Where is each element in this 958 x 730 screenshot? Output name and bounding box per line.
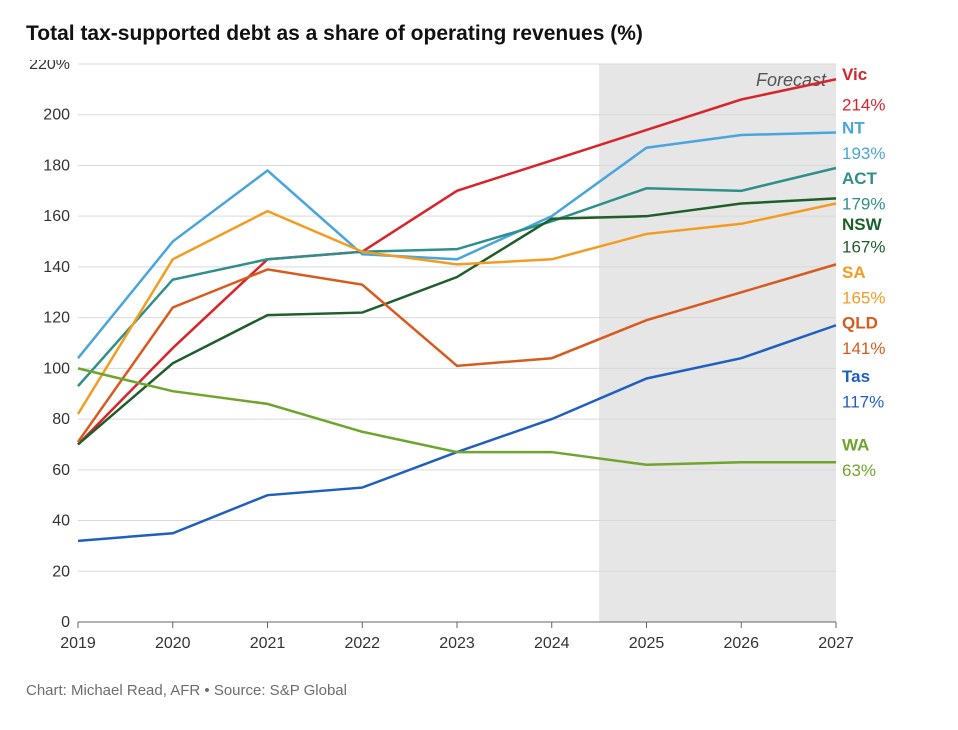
y-tick-label: 160 (43, 208, 70, 225)
series-value-sa: 165% (842, 288, 885, 307)
x-tick-label: 2023 (439, 635, 475, 652)
x-tick-label: 2026 (723, 635, 759, 652)
chart-svg: 0 20 40 60 80 100 120 140 160 180 200 220% 2019 2020 2… (26, 60, 932, 668)
series-value-act: 179% (842, 195, 885, 214)
y-tick-label: 100 (43, 360, 70, 377)
series-label-sa: SA (842, 263, 866, 282)
y-tick-label: 220% (29, 60, 70, 73)
x-tick-label: 2020 (155, 635, 191, 652)
y-tick-label: 180 (43, 157, 70, 174)
y-tick-label: 20 (52, 563, 70, 580)
chart-title: Total tax-supported debt as a share of o… (26, 22, 932, 46)
series-label-vic: Vic (842, 65, 867, 84)
x-tick-label: 2024 (534, 635, 570, 652)
series-value-nsw: 167% (842, 238, 885, 257)
series-label-nsw: NSW (842, 215, 883, 234)
y-tick-label: 80 (52, 411, 70, 428)
series-value-wa: 63% (842, 461, 876, 480)
y-tick-label: 0 (61, 614, 70, 631)
y-tick-label: 60 (52, 462, 70, 479)
series-label-act: ACT (842, 169, 878, 188)
chart-container: Total tax-supported debt as a share of o… (0, 0, 958, 730)
series-label-tas: Tas (842, 367, 870, 386)
series-value-tas: 117% (842, 392, 884, 411)
forecast-band (599, 64, 836, 622)
series-label-wa: WA (842, 435, 869, 454)
y-tick-label: 40 (52, 513, 70, 530)
y-tick-label: 200 (43, 107, 70, 124)
y-tick-label: 140 (43, 259, 70, 276)
series-value-qld: 141% (842, 339, 885, 358)
x-tick-label: 2025 (629, 635, 665, 652)
x-tick-label: 2021 (250, 635, 286, 652)
x-tick-label: 2027 (818, 635, 854, 652)
x-tick-label: 2019 (60, 635, 96, 652)
chart-plot: 0 20 40 60 80 100 120 140 160 180 200 220% 2019 2020 2… (26, 60, 932, 668)
forecast-label: Forecast (756, 70, 827, 90)
x-tick-label: 2022 (344, 635, 380, 652)
chart-source: Chart: Michael Read, AFR • Source: S&P G… (26, 682, 932, 699)
series-label-qld: QLD (842, 314, 878, 333)
series-label-nt: NT (842, 118, 865, 137)
series-value-vic: 214% (842, 96, 885, 115)
y-tick-label: 120 (43, 310, 70, 327)
series-value-nt: 193% (842, 144, 885, 163)
